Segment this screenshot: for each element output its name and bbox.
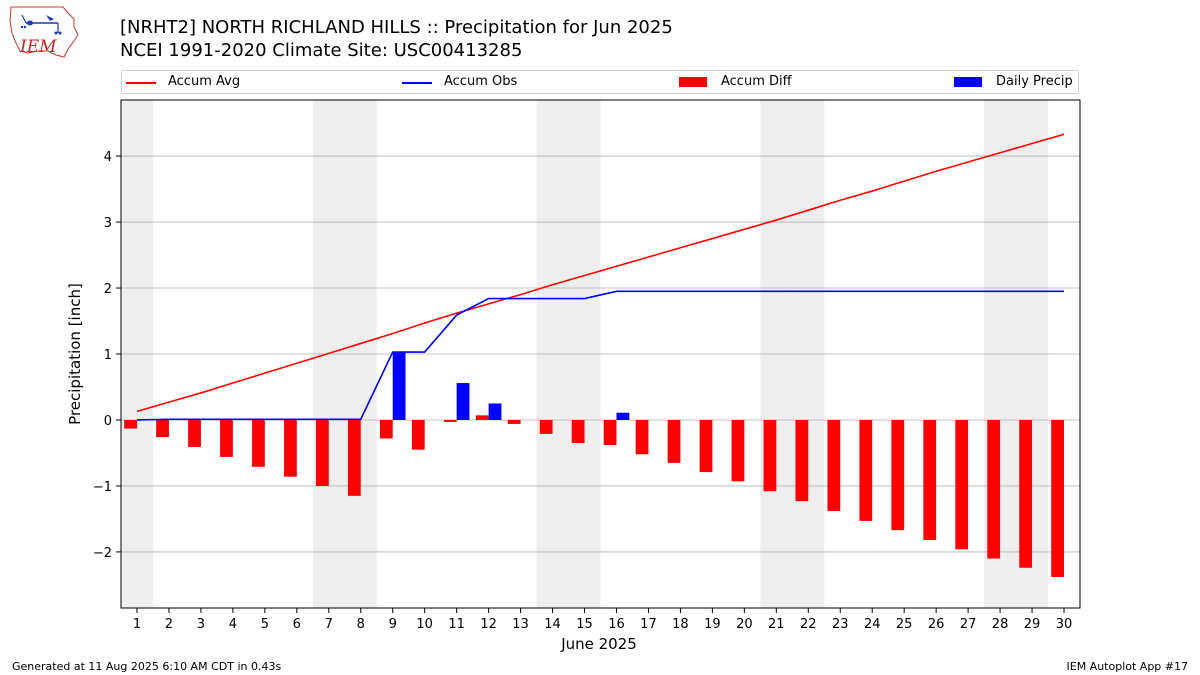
accum-diff-bar-1	[124, 419, 137, 429]
legend-label: Accum Obs	[444, 74, 518, 89]
x-tick-label: 17	[640, 617, 657, 632]
x-tick-label: 28	[992, 617, 1009, 632]
daily-precip-bar-11	[456, 383, 470, 420]
x-tick-label: 7	[325, 617, 333, 632]
y-tick-label: 1	[104, 348, 112, 363]
accum-diff-bar-14	[539, 419, 553, 434]
accum-diff-bar-6	[284, 419, 297, 477]
accum-diff-bar-12	[475, 415, 489, 420]
logo-lettering: IEM	[19, 37, 57, 57]
accum-diff-bar-11	[443, 419, 457, 422]
accum-diff-bar-27	[955, 419, 969, 550]
x-tick-label: 24	[864, 617, 881, 632]
x-tick-label: 2	[165, 617, 173, 632]
x-tick-label: 14	[544, 617, 561, 632]
x-tick-label: 9	[389, 617, 397, 632]
x-tick-label: 20	[736, 617, 753, 632]
accum-diff-bar-5	[252, 419, 265, 467]
accum-diff-bar-25	[891, 419, 905, 531]
grid-lines	[121, 155, 1080, 553]
accum-diff-bar-29	[1019, 419, 1033, 568]
accum-diff-bar-10	[411, 419, 425, 450]
accum-diff-bar-9	[379, 419, 393, 439]
x-tick-label: 5	[261, 617, 269, 632]
legend-label: Accum Diff	[721, 74, 792, 89]
accum-diff-bar-15	[571, 419, 585, 444]
accum-diff-bar-22	[795, 419, 809, 502]
chart-title: [NRHT2] NORTH RICHLAND HILLS :: Precipit…	[120, 17, 673, 38]
accum-diff-bar-13	[507, 419, 521, 424]
legend-swatch	[126, 82, 156, 84]
x-tick-label: 18	[672, 617, 689, 632]
x-tick-label: 27	[960, 617, 977, 632]
y-tick-label: 2	[104, 282, 112, 297]
x-tick-label: 21	[768, 617, 785, 632]
footer-generated: Generated at 11 Aug 2025 6:10 AM CDT in …	[12, 660, 282, 673]
legend-swatch	[954, 77, 982, 87]
x-tick-label: 30	[1056, 617, 1073, 632]
y-tick-label: 0	[104, 414, 112, 429]
x-tick-label: 6	[293, 617, 301, 632]
accum-diff-bar-26	[923, 419, 937, 541]
series-lines	[136, 133, 1065, 421]
daily-precip-bar-12	[488, 403, 502, 420]
accum-avg-line	[136, 133, 1065, 413]
x-tick-label: 23	[832, 617, 849, 632]
accum-diff-bar-20	[731, 419, 745, 482]
chart-subtitle: NCEI 1991-2020 Climate Site: USC00413285	[120, 40, 523, 61]
accum-diff-bar-19	[699, 419, 713, 473]
y-tick-label: 3	[104, 216, 112, 231]
accum-diff-bar-24	[859, 419, 873, 521]
x-tick-label: 22	[800, 617, 817, 632]
x-tick-label: 15	[576, 617, 593, 632]
x-tick-label: 4	[229, 617, 237, 632]
x-tick-label: 11	[448, 617, 465, 632]
accum-diff-bar-7	[315, 419, 329, 486]
accum-diff-bar-2	[156, 419, 169, 438]
x-tick-label: 12	[480, 617, 497, 632]
daily-precip-bar-16	[616, 412, 630, 420]
y-tick-label: −1	[93, 480, 112, 495]
y-tick-label: 4	[104, 150, 112, 165]
daily-precip-bar-9	[392, 352, 406, 420]
x-tick-label: 8	[357, 617, 365, 632]
chart-legend: Accum Avg Accum Obs Accum Diff Daily Pre…	[121, 70, 1079, 94]
x-tick-label: 13	[512, 617, 529, 632]
x-tick-label: 1	[133, 617, 141, 632]
accum-diff-bar-3	[188, 419, 201, 448]
legend-swatch	[402, 82, 432, 84]
x-tick-label: 19	[704, 617, 721, 632]
footer-app: IEM Autoplot App #17	[1066, 660, 1189, 673]
accum-diff-bar-18	[667, 419, 681, 463]
legend-label: Accum Avg	[168, 74, 241, 89]
x-tick-label: 29	[1024, 617, 1041, 632]
accum-obs-line	[136, 290, 1065, 421]
accum-diff-bar-16	[603, 419, 617, 446]
accum-diff-bar-30	[1051, 419, 1065, 577]
iem-logo: IEM	[9, 6, 79, 58]
bars	[124, 352, 1065, 577]
legend-label: Daily Precip	[996, 74, 1073, 89]
x-tick-label: 16	[608, 617, 625, 632]
x-tick-label: 25	[896, 617, 913, 632]
x-tick-label: 3	[197, 617, 205, 632]
accum-diff-bar-17	[635, 419, 649, 455]
accum-diff-bar-21	[763, 419, 777, 492]
accum-diff-bar-4	[220, 419, 233, 457]
accum-diff-bar-23	[827, 419, 841, 512]
x-tick-label: 26	[928, 617, 945, 632]
x-tick-label: 10	[416, 617, 433, 632]
y-axis-label: Precipitation [inch]	[66, 283, 84, 425]
x-axis-label: June 2025	[560, 635, 637, 653]
legend-swatch	[679, 77, 707, 87]
accum-diff-bar-28	[987, 419, 1001, 559]
accum-diff-bar-8	[347, 419, 361, 496]
y-tick-label: −2	[93, 546, 112, 561]
